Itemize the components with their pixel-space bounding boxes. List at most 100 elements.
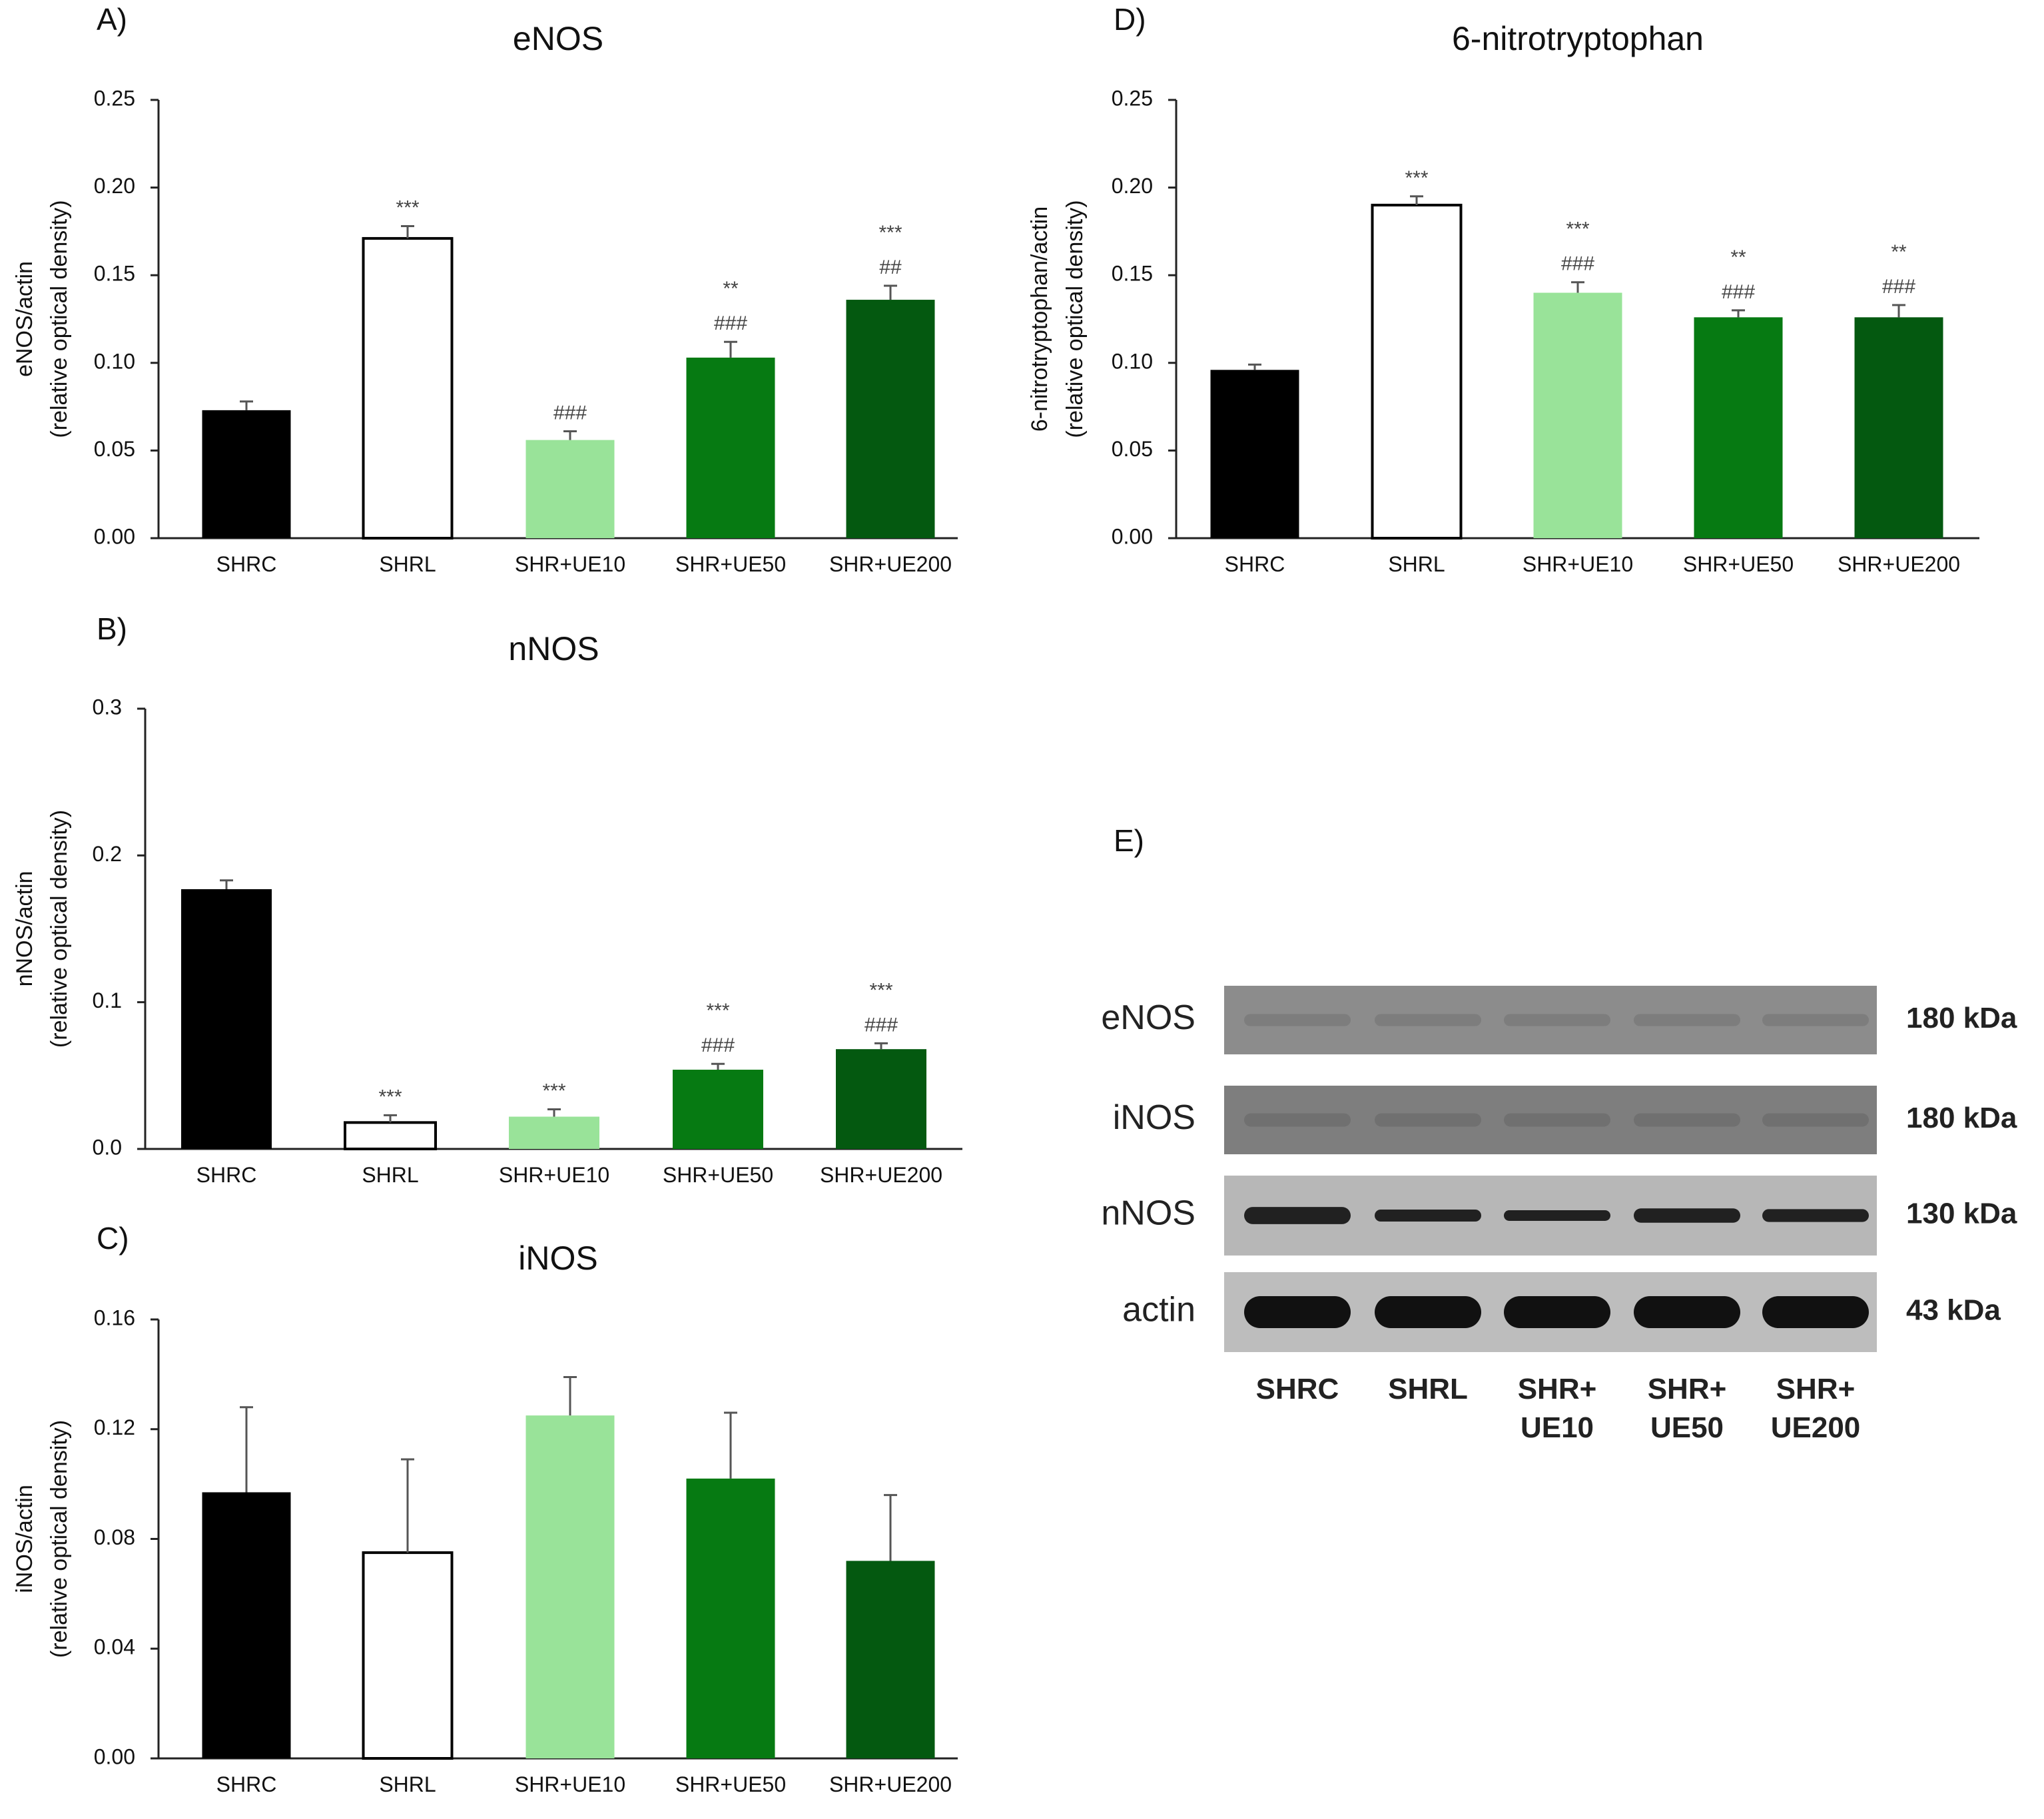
x-tick-label: SHR+UE50 [675, 552, 786, 576]
blot-lane-label: UE50 [1650, 1411, 1724, 1444]
significance-label: *** [1405, 167, 1428, 189]
significance-label: *** [396, 197, 419, 219]
blot-band [1762, 1296, 1869, 1328]
bar-shr-ue50 [1694, 317, 1783, 538]
x-tick-label: SHR+UE50 [675, 1772, 786, 1796]
significance-label: *** [378, 1086, 402, 1108]
y-tick-label: 0.2 [93, 842, 122, 866]
chart-title: iNOS [518, 1240, 597, 1277]
bar-shr-ue200 [1854, 317, 1943, 538]
blot-band [1762, 1014, 1869, 1026]
y-tick-label: 0.00 [94, 1744, 135, 1768]
x-tick-label: SHRC [1225, 552, 1285, 576]
bar-shrl [362, 1551, 454, 1760]
x-tick-label: SHR+UE50 [663, 1163, 773, 1187]
blot-band [1634, 1113, 1740, 1127]
chart-panel-4: D) 6-nitrotryptophan 6-nitrotryptophan/act… [1027, 2, 1979, 576]
blot-strip [1224, 1086, 1877, 1154]
blot-band [1375, 1296, 1481, 1328]
bar-shrc [181, 889, 272, 1149]
x-tick-label: SHR+UE200 [829, 1772, 952, 1796]
bar-shr-ue10 [1533, 292, 1622, 538]
blot-size-label: 130 kDa [1906, 1198, 2017, 1230]
blot-band [1504, 1296, 1610, 1328]
blot-lane-label: SHRC [1256, 1373, 1339, 1405]
bar-shrl [344, 1121, 437, 1150]
y-tick-label: 0.12 [94, 1415, 135, 1439]
x-tick-label: SHR+UE10 [515, 552, 625, 576]
y-tick-label: 0.04 [94, 1635, 135, 1659]
y-tick-label: 0.15 [1112, 262, 1153, 286]
significance-label: ** [723, 278, 739, 300]
x-tick-label: SHR+UE50 [1683, 552, 1794, 576]
significance-label: ### [1882, 276, 1915, 298]
blot-lane-label: SHR+ [1648, 1373, 1727, 1405]
chart-panel-2: B) nNOS nNOS/actin (relative optical densit… [12, 611, 962, 1187]
bar-shr-ue10 [509, 1116, 599, 1149]
blot-size-label: 180 kDa [1906, 1102, 2017, 1134]
significance-label: *** [706, 1000, 729, 1022]
x-tick-label: SHR+UE10 [515, 1772, 625, 1796]
y-tick-label: 0.3 [93, 695, 122, 719]
x-tick-label: SHRC [196, 1163, 257, 1187]
y-tick-label: 0.16 [94, 1305, 135, 1329]
significance-label: ### [864, 1014, 898, 1036]
blot-lane-label: SHR+ [1776, 1373, 1856, 1405]
blot-row-eNOS: eNOS 180 kDa [1101, 986, 2017, 1054]
bar-shr-ue10 [525, 1415, 615, 1758]
y-tick-label: 0.10 [1112, 349, 1153, 373]
blot-band [1375, 1209, 1481, 1222]
blot-band [1762, 1113, 1869, 1127]
blot-protein-label: eNOS [1101, 998, 1195, 1037]
bar-shr-ue50 [673, 1070, 763, 1149]
y-axis-label-unit: (relative optical density) [47, 810, 72, 1048]
y-tick-label: 0.10 [94, 349, 135, 373]
x-tick-label: SHR+UE200 [1838, 552, 1960, 576]
y-tick-label: 0.20 [1112, 174, 1153, 198]
bar-shr-ue200 [846, 1561, 935, 1758]
y-tick-label: 0.15 [94, 262, 135, 286]
panel-label: C) [97, 1221, 129, 1256]
blot-band [1504, 1014, 1610, 1026]
blot-lane-label: UE200 [1771, 1411, 1861, 1444]
blot-band [1762, 1209, 1869, 1222]
y-tick-label: 0.08 [94, 1525, 135, 1549]
bar-shr-ue50 [686, 1478, 775, 1758]
significance-label: *** [869, 979, 892, 1001]
panel-label: D) [1114, 2, 1146, 37]
significance-label: ### [1561, 253, 1594, 275]
bar-shrl [362, 236, 454, 540]
significance-label: ### [553, 402, 587, 424]
panel-label: A) [97, 2, 127, 37]
blot-band [1375, 1113, 1481, 1127]
blot-lane-label: SHR+ [1518, 1373, 1597, 1405]
x-tick-label: SHR+UE10 [1523, 552, 1633, 576]
significance-label: *** [878, 222, 902, 244]
y-tick-label: 0.00 [94, 524, 135, 548]
y-tick-label: 0.0 [93, 1135, 122, 1159]
significance-label: ### [1722, 281, 1755, 303]
blot-band [1375, 1014, 1481, 1026]
blot-protein-label: nNOS [1101, 1194, 1195, 1233]
x-tick-label: SHRC [216, 1772, 277, 1796]
significance-label: ** [1891, 241, 1907, 263]
bar-shrc [1210, 370, 1299, 538]
y-axis-label-unit: (relative optical density) [47, 1420, 72, 1658]
y-tick-label: 0.05 [1112, 437, 1153, 461]
y-axis-label-unit: (relative optical density) [47, 200, 72, 438]
bar-shrc [202, 410, 291, 538]
significance-label: ### [714, 312, 747, 334]
blot-lane-label: SHRL [1388, 1373, 1468, 1405]
significance-label: ## [879, 256, 902, 278]
y-axis-label: eNOS/actin [12, 261, 37, 377]
chart-title: nNOS [508, 630, 599, 667]
significance-label: ### [701, 1034, 735, 1056]
bar-shr-ue10 [525, 440, 615, 538]
blot-strip [1224, 986, 1877, 1054]
blot-protein-label: iNOS [1113, 1098, 1195, 1137]
x-tick-label: SHRL [1388, 552, 1445, 576]
y-tick-label: 0.05 [94, 437, 135, 461]
bar-shr-ue200 [846, 300, 935, 538]
y-axis-label: iNOS/actin [12, 1485, 37, 1593]
